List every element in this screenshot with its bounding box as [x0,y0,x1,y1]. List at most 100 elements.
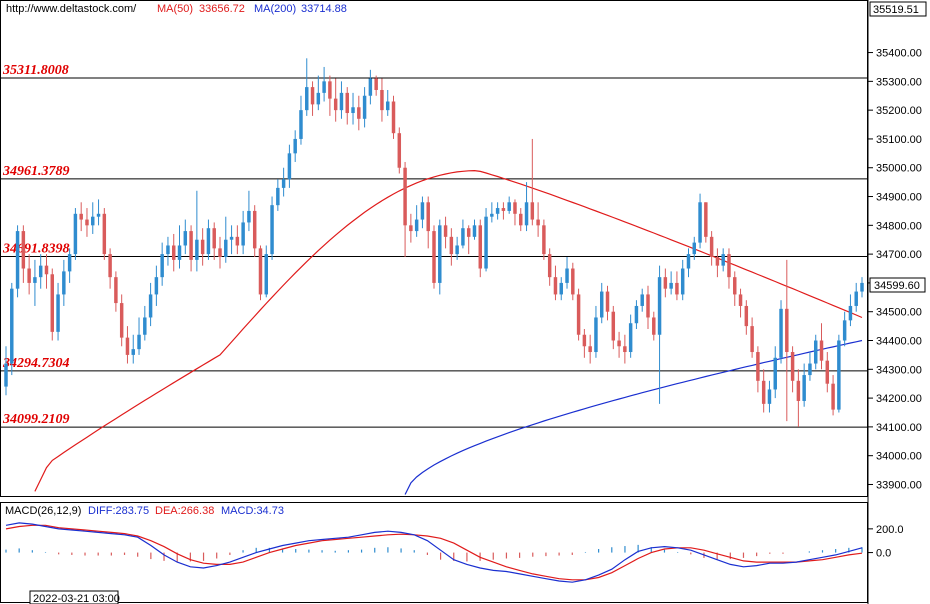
candle-body [328,81,332,99]
candle-body [264,254,269,295]
candle-body [316,92,321,105]
candle-body [33,277,37,283]
candle-body [44,265,49,275]
candle-body [38,265,43,278]
candle-body [310,87,315,105]
candle-body [623,346,627,353]
candle-body [848,305,853,321]
candle-body [154,277,159,295]
level-label: 34961.3789 [2,164,70,179]
candle-body [553,277,558,295]
candle-body [594,317,598,353]
candle-body [403,167,407,226]
candle-body [576,294,581,335]
candle-body [409,225,413,232]
candle-body [21,231,26,269]
candle-body [663,277,668,289]
candle-body [669,282,673,289]
candle-body [704,202,708,237]
y-tick-label: 35400.00 [876,48,922,60]
candle-body [501,208,506,211]
candle-body [206,228,211,255]
candle-body [565,268,569,283]
candle-body [773,357,777,390]
candle-body [322,81,326,93]
candle-body [362,95,367,119]
candle-body [125,337,130,355]
candle-body [85,219,89,226]
candle-body [524,202,529,226]
candle-body [860,282,864,292]
candle-body [628,323,633,353]
ma200-value: 33714.88 [301,3,347,15]
y-tick-label: 34100.00 [876,422,922,434]
candle-body [825,360,830,384]
ma50-value: 33656.72 [199,3,245,15]
candle-body [611,311,616,341]
candle-body [495,208,500,214]
candle-body [119,303,124,338]
candle-body [305,87,309,111]
candle-body [73,213,78,255]
macd-tick-label: 200.0 [876,524,904,536]
candle-body [391,101,396,134]
candle-body [721,254,725,266]
macd-params: MACD(26,12,9) [5,505,81,517]
candle-body [605,291,610,312]
candle-body [790,352,795,381]
candle-body [102,213,107,255]
candle-body [91,216,95,226]
candle-body [195,239,199,260]
candle-body [709,236,714,257]
macd-lines [5,522,863,583]
candle-body [96,213,101,217]
price-axis: 33900.00 34000.00 34100.00 34200.00 34300.00… [868,48,922,491]
candle-body [779,308,783,358]
candle-body [385,101,390,111]
header-url: http://www.deltastock.com/ [6,3,137,15]
y-tick-label: 34200.00 [876,393,922,405]
macd-dea-line [5,524,863,581]
candle-body [542,225,546,255]
level-label: 34099.2109 [2,412,70,427]
ma200-label: MA(200) [254,3,296,15]
candle-body [287,153,292,180]
candle-body [599,291,604,318]
candle-body [10,288,14,364]
candle-body [183,231,188,246]
candle-body [785,308,789,353]
candle-body [640,294,644,306]
candle-body [675,282,679,295]
candle-body [588,346,592,353]
candle-body [108,254,112,278]
level-label: 34294.7304 [2,356,70,371]
candle-body [767,389,772,404]
candle-body [27,268,31,283]
candle-body [680,268,685,295]
candle-body [756,352,760,381]
candle-body [634,305,639,324]
candle-body [449,236,454,255]
candle-body [738,294,743,306]
candle-body [513,202,517,214]
y-tick-label: 35200.00 [876,105,922,117]
current-price-label: 34599.60 [874,280,920,292]
candle-body [692,242,697,255]
candle-body [281,179,286,188]
current-price-marker: 34599.60 [869,277,926,293]
candle-body [837,340,841,410]
candle-body [646,294,650,318]
y-tick-label: 35300.00 [876,76,922,88]
candle-body [67,254,72,272]
candle-body [530,202,535,220]
macd-tick-label: 0.0 [876,548,891,560]
y-tick-label: 34700.00 [876,249,922,261]
candle-body [802,375,806,401]
macd-dea-label: DEA:266.38 [155,505,214,517]
candle-body [461,228,465,246]
candle-body [478,225,483,269]
macd-diff-label: DIFF:283.75 [88,505,149,517]
candle-body [241,222,245,246]
y-tick-label: 34800.00 [876,220,922,232]
candle-body [547,254,552,278]
